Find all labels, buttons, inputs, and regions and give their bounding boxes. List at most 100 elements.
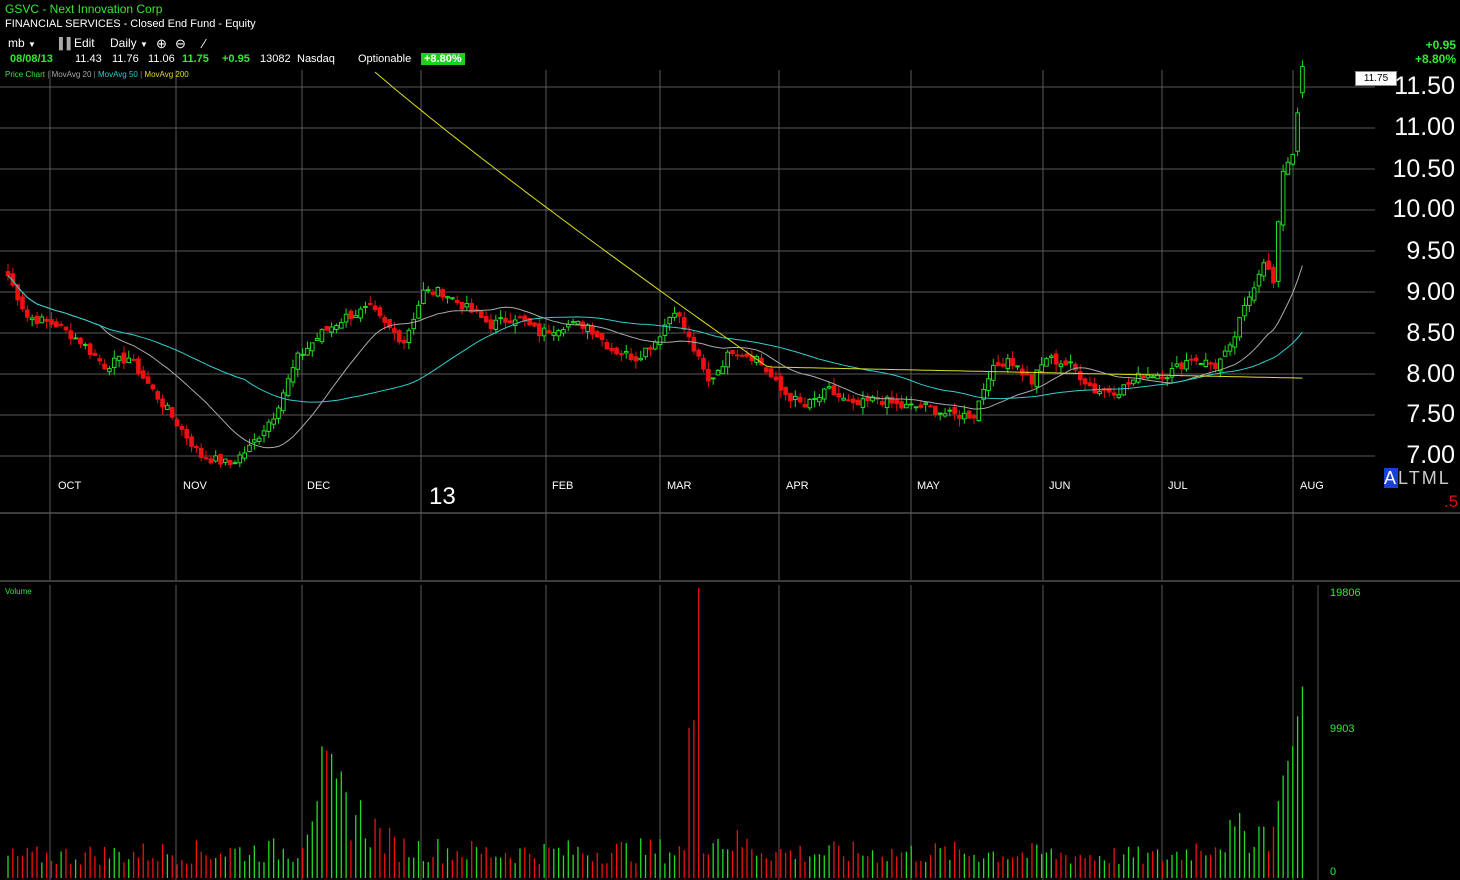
candle-body xyxy=(401,339,407,344)
candle-body xyxy=(450,297,455,300)
candle-body xyxy=(174,419,180,427)
candle-body xyxy=(493,319,499,330)
candle-body xyxy=(735,354,740,357)
candle-body xyxy=(923,402,929,405)
quote-exchange: Nasdaq xyxy=(297,53,335,65)
candle-body xyxy=(464,303,470,308)
candle-body xyxy=(1092,383,1098,394)
candle-body xyxy=(860,398,866,408)
candle-body xyxy=(619,353,624,356)
candle-body xyxy=(546,330,552,334)
candle-body xyxy=(126,357,132,364)
candle-body xyxy=(672,312,677,318)
legend-ma20[interactable]: MovAvg 20 xyxy=(51,70,92,79)
draw-line-icon[interactable]: ⁄ xyxy=(203,36,206,51)
candle-body xyxy=(87,343,93,355)
right-change-panel: +0.95 +8.80% xyxy=(1415,38,1456,66)
candle-body xyxy=(1097,390,1102,395)
candle-body xyxy=(155,391,161,400)
quote-date: 08/08/13 xyxy=(10,53,53,65)
scale-button-l2[interactable]: L xyxy=(1438,468,1451,488)
candle-body xyxy=(870,396,875,402)
candle-body xyxy=(169,407,175,418)
volume-label: Volume xyxy=(5,587,32,596)
account-dropdown[interactable]: mb ▼ xyxy=(8,36,36,50)
candle-body xyxy=(372,305,378,311)
candle-body xyxy=(855,399,861,406)
candle-body xyxy=(1015,365,1020,368)
candle-body xyxy=(1126,382,1131,385)
candle-body xyxy=(358,308,363,319)
scale-button-a[interactable]: A xyxy=(1384,468,1399,488)
candle-body xyxy=(894,399,900,405)
window-title: GSVC - Next Innovation Corp xyxy=(5,2,163,16)
scale-button-t[interactable]: T xyxy=(1408,468,1422,488)
candle-body xyxy=(300,353,305,356)
candle-body xyxy=(1121,384,1127,396)
legend-ma200[interactable]: MovAvg 200 xyxy=(144,70,189,79)
candle-body xyxy=(392,328,397,333)
candle-body xyxy=(363,306,368,309)
candle-body xyxy=(1251,287,1257,301)
interval-dropdown[interactable]: Daily ▼ xyxy=(110,36,148,50)
candle-body xyxy=(831,385,837,396)
candle-body xyxy=(957,414,962,419)
candle-body xyxy=(1135,372,1141,383)
y-tick-label: 9.00 xyxy=(1406,278,1455,306)
quote-change: +0.95 xyxy=(222,53,250,65)
candle-body xyxy=(1140,375,1146,379)
candle-body xyxy=(570,321,576,324)
candle-body xyxy=(836,393,842,398)
month-label: NOV xyxy=(183,480,207,492)
candle-body xyxy=(445,296,450,299)
candle-body xyxy=(1106,388,1112,393)
y-tick-label: 11.00 xyxy=(1394,113,1455,141)
zoom-out-icon[interactable]: ⊖ xyxy=(175,36,186,51)
candle-body xyxy=(1247,296,1252,307)
candle-body xyxy=(1044,358,1049,367)
candle-body xyxy=(107,368,112,373)
candle-body xyxy=(242,452,247,459)
candle-body xyxy=(638,357,644,361)
candle-body xyxy=(841,397,846,401)
candle-body xyxy=(633,356,639,362)
scale-button-m[interactable]: M xyxy=(1421,468,1439,488)
candle-body xyxy=(1000,363,1006,367)
legend-ma50[interactable]: MovAvg 50 xyxy=(97,70,138,79)
account-label: mb xyxy=(8,36,25,50)
edit-button[interactable]: ▐▐ Edit xyxy=(55,36,95,50)
scale-button-l[interactable]: L xyxy=(1398,468,1409,488)
candle-body xyxy=(846,399,851,402)
candle-body xyxy=(575,320,581,325)
candle-body xyxy=(609,347,615,352)
candle-body xyxy=(25,309,30,318)
chart-legend: Price Chart | MovAvg 20 | MovAvg 50 | Mo… xyxy=(5,70,189,79)
candle-body xyxy=(1087,382,1093,387)
candle-body xyxy=(1237,317,1242,338)
candle-body xyxy=(1271,266,1276,284)
year-label: 13 xyxy=(429,483,456,510)
candle-body xyxy=(1290,153,1296,165)
candle-body xyxy=(348,310,354,320)
candle-body xyxy=(1198,363,1204,366)
candle-body xyxy=(739,354,745,357)
candle-body xyxy=(681,316,687,330)
zoom-in-icon[interactable]: ⊕ xyxy=(156,36,167,51)
candle-body xyxy=(58,323,64,326)
candle-body xyxy=(165,404,170,410)
quote-low: 11.06 xyxy=(148,53,175,65)
symbol-description[interactable]: FINANCIAL SERVICES - Closed End Fund - E… xyxy=(5,18,256,30)
chevron-down-icon: ▼ xyxy=(28,40,36,49)
candle-body xyxy=(517,316,523,319)
candle-body xyxy=(140,370,146,379)
candle-body xyxy=(295,352,301,370)
y-tick-label: 10.00 xyxy=(1392,195,1455,223)
y-tick-label: 11.50 xyxy=(1394,72,1455,100)
volume-tick-label: 9903 xyxy=(1330,723,1355,735)
candle-body xyxy=(1266,260,1271,270)
candle-body xyxy=(252,439,257,443)
candle-body xyxy=(966,410,972,419)
legend-price-chart[interactable]: Price Chart xyxy=(5,70,46,79)
candle-body xyxy=(232,462,238,465)
